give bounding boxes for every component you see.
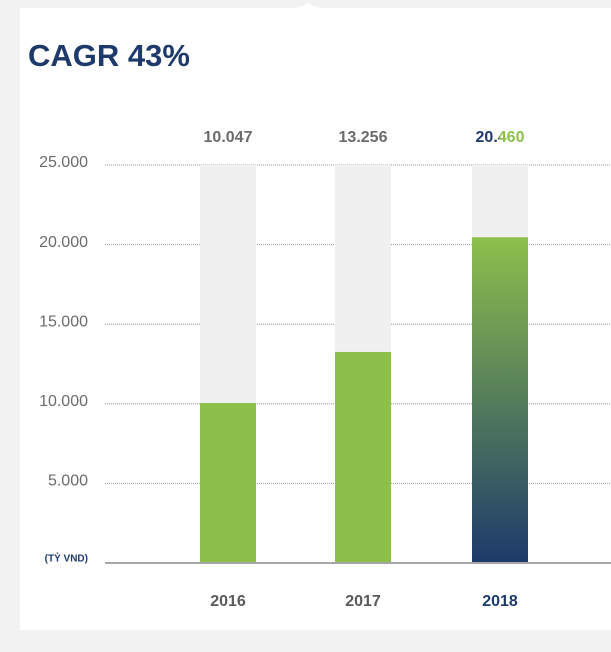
card <box>20 2 611 630</box>
value-label: 10.047 <box>204 129 253 146</box>
chart-title: CAGR 43% <box>28 38 190 73</box>
value-label: 20.460 <box>476 129 525 146</box>
value-label: 13.256 <box>339 129 388 146</box>
bar <box>335 351 391 563</box>
y-tick-label: 25.000 <box>39 154 88 171</box>
y-tick-label: 20.000 <box>39 234 88 251</box>
bar <box>200 403 256 563</box>
unit-label: (TỶ VND) <box>45 552 88 565</box>
y-tick-label: 15.000 <box>39 313 88 330</box>
x-tick-label: 2016 <box>210 593 246 610</box>
x-tick-label: 2017 <box>345 593 381 610</box>
y-tick-label: 10.000 <box>39 393 88 410</box>
y-tick-label: 5.000 <box>48 473 88 490</box>
x-tick-label: 2018 <box>482 593 518 610</box>
plot: 5.000 10.000 15.000 20.000 25.000 (TỶ VND) 10.… <box>39 129 611 610</box>
bar <box>472 237 528 563</box>
